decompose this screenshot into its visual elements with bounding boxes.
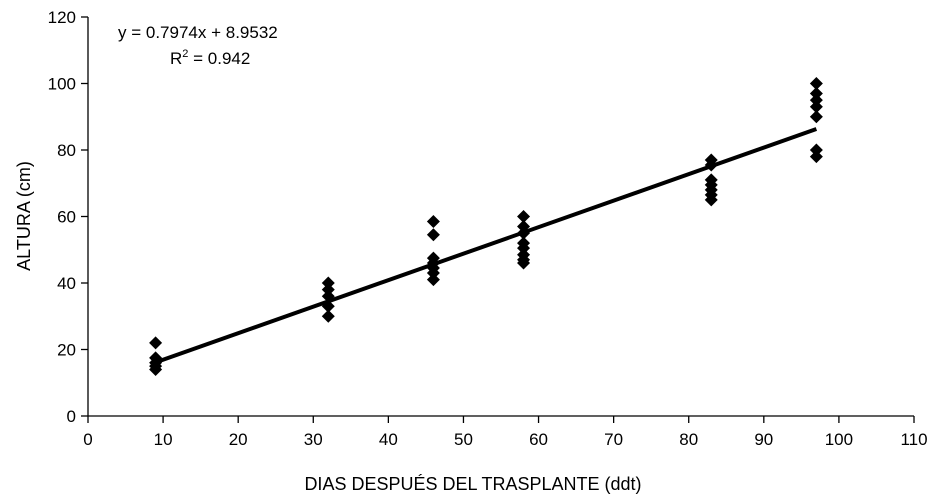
data-point: [809, 93, 823, 107]
axes: [81, 16, 915, 423]
data-point: [321, 309, 335, 323]
data-point: [809, 143, 823, 157]
data-point: [809, 86, 823, 100]
y-tick-label: 120: [48, 8, 76, 27]
r-squared-prefix: R: [170, 49, 182, 68]
x-tick-label: 40: [379, 430, 398, 449]
x-tick-label: 110: [900, 430, 927, 449]
trendline-layer: [154, 127, 818, 365]
data-point: [704, 158, 718, 172]
x-tick-label: 70: [604, 430, 623, 449]
x-tick-label: 30: [304, 430, 323, 449]
data-point: [809, 110, 823, 124]
r-squared-value: = 0.942: [188, 49, 250, 68]
y-tick-label: 20: [57, 341, 76, 360]
x-tick-label: 20: [229, 430, 248, 449]
y-tick-label: 40: [57, 274, 76, 293]
y-tick-label: 60: [57, 208, 76, 227]
x-tick-label: 10: [154, 430, 173, 449]
data-point: [321, 276, 335, 290]
x-tick-label: 80: [679, 430, 698, 449]
x-tick-label: 100: [825, 430, 853, 449]
data-point: [426, 214, 440, 228]
x-tick-label: 90: [754, 430, 773, 449]
data-point: [321, 289, 335, 303]
x-axis-title: DIAS DESPUÉS DEL TRASPLANTE (ddt): [304, 474, 641, 494]
y-tick-label: 0: [67, 407, 76, 426]
data-point: [809, 100, 823, 114]
equation-label: y = 0.7974x + 8.9532: [118, 23, 278, 42]
data-point: [517, 210, 531, 223]
data-point: [426, 273, 440, 287]
r-squared-superscript: 2: [182, 48, 188, 60]
data-point: [517, 256, 531, 270]
data-point: [149, 362, 163, 376]
data-point: [321, 299, 335, 313]
data-point: [809, 77, 823, 90]
x-tick-label: 50: [454, 430, 473, 449]
tick-labels: 0 20 40 60 80 100 120 0 10 20 30 40 50 60 70 80 90 100 110: [48, 8, 928, 449]
y-axis-title: ALTURA (cm): [14, 161, 34, 271]
data-point: [517, 219, 531, 233]
data-point: [426, 266, 440, 280]
data-point: [704, 193, 718, 207]
y-tick-label: 80: [57, 141, 76, 160]
data-points: [149, 77, 823, 376]
data-point: [517, 226, 531, 240]
y-tick-label: 100: [48, 75, 76, 94]
x-tick-label: 0: [83, 430, 92, 449]
r-squared-label: R2 = 0.942: [170, 48, 250, 68]
data-point: [517, 241, 531, 255]
x-tick-label: 60: [529, 430, 548, 449]
data-point: [809, 150, 823, 164]
data-point: [321, 283, 335, 297]
trendline: [154, 127, 818, 365]
data-point: [149, 336, 163, 350]
data-point: [426, 228, 440, 242]
